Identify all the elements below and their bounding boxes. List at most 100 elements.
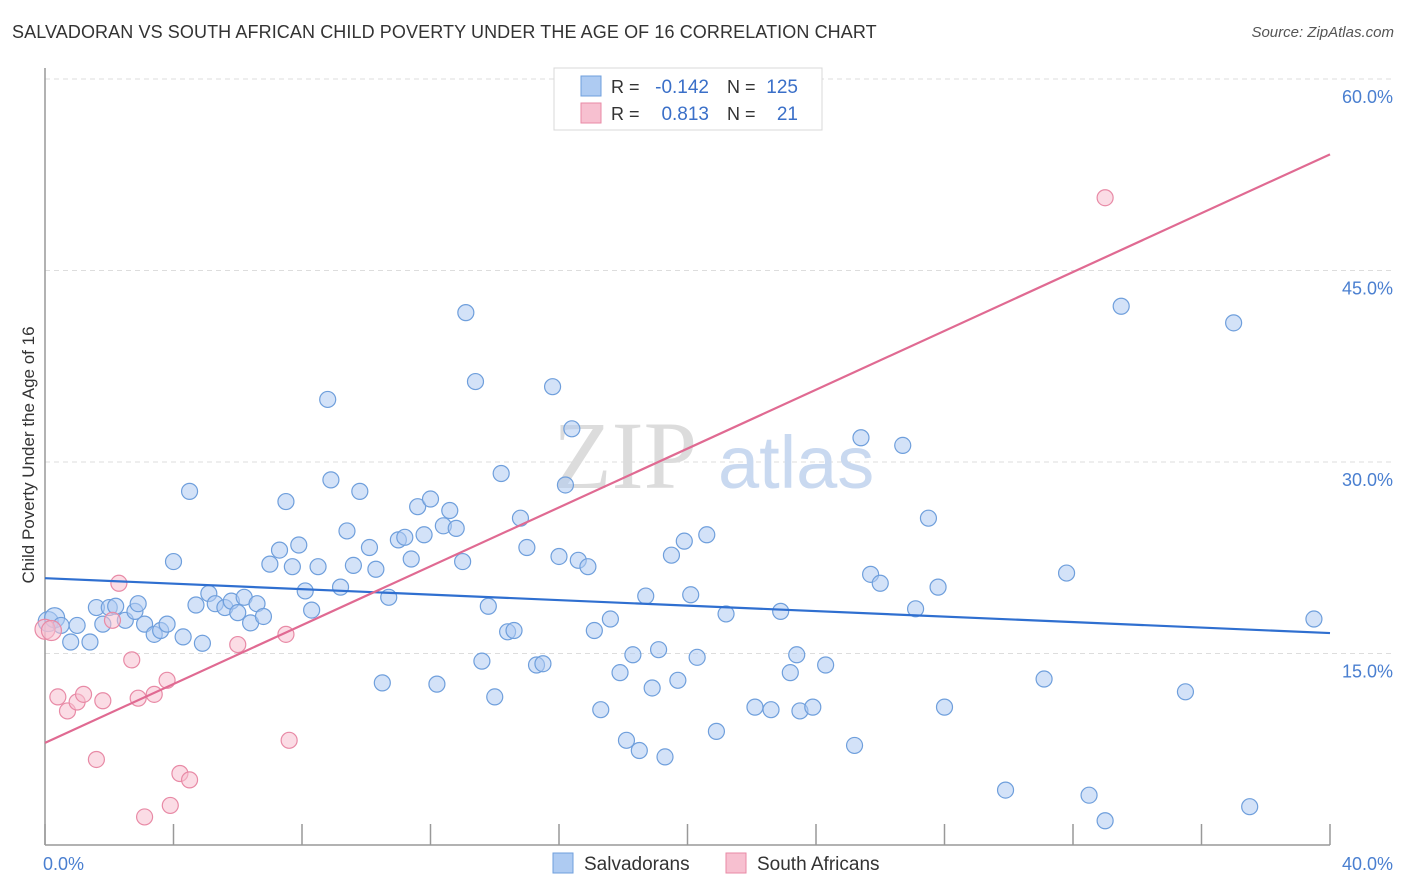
series-south-africans-points [34,189,1114,826]
salvadoran-point [746,698,764,716]
salvadoran-point [698,526,716,544]
salvadoran-point [682,586,700,604]
legend-label-south-africans: South Africans [757,854,880,875]
salvadoran-point [479,597,497,615]
south-african-point [74,685,93,703]
salvadoran-point [180,482,199,500]
salvadoran-point [187,596,205,614]
salvadoran-point [649,641,668,659]
salvadoran-point [68,616,86,635]
salvadoran-point [486,688,504,706]
salvadoran-point [373,674,391,692]
watermark-atlas: atlas [718,421,874,504]
trend-line-south-africans [44,153,1331,744]
watermark: ZIP atlas [553,402,874,509]
x-tick-label: 0.0% [43,854,84,874]
salvadoran-point [707,722,726,740]
salvadoran-point [402,550,420,568]
stats-n-value-south-africans: 21 [777,104,798,125]
stats-r-value-salvadorans: -0.142 [655,77,709,98]
salvadoran-point [781,664,799,682]
salvadoran-point [158,615,176,633]
stats-swatch-salvadorans [580,75,602,97]
salvadoran-point [762,701,780,719]
salvadoran-point [454,552,472,571]
salvadoran-point [688,648,706,666]
salvadoran-point [935,698,954,716]
salvadoran-point [62,633,80,651]
grid-lines [45,78,1395,654]
salvadoran-point [871,574,889,592]
salvadoran-point [303,601,321,619]
stats-n-label-salvadorans: N = [727,77,756,97]
salvadoran-point [1225,314,1243,332]
salvadoran-point [447,519,465,537]
salvadoran-point [409,498,427,516]
salvadoran-point [563,420,581,438]
salvadoran-point [1112,297,1130,315]
stats-n-value-salvadorans: 125 [766,77,798,98]
salvadoran-point [929,578,947,596]
salvadoran-point [1096,812,1114,830]
salvadoran-point [193,634,212,652]
salvadoran-point [331,578,350,596]
salvadoran-point [906,600,925,618]
salvadoran-point [817,656,835,674]
salvadoran-point [1241,798,1259,816]
south-african-point [180,771,199,789]
salvadoran-point [579,558,597,576]
salvadoran-point [466,372,485,391]
salvadoran-point [283,558,301,576]
series-salvadorans-points [37,297,1323,830]
y-tick-label: 45.0% [1342,279,1393,299]
salvadoran-point [254,607,273,626]
salvadoran-point [428,675,446,693]
south-african-point [1096,189,1114,207]
trend-line-salvadorans [44,577,1331,635]
trend-lines [44,153,1331,744]
tick-labels: 15.0% 30.0% 45.0% 60.0% 0.0% 40.0% [43,87,1393,874]
salvadoran-point [772,602,790,620]
salvadoran-point [804,698,822,716]
stats-r-label-south-africans: R = [611,104,640,124]
watermark-zip: ZIP [553,402,697,509]
salvadoran-point [367,560,385,578]
legend-swatch-salvadorans [552,852,574,874]
salvadoran-point [81,633,99,651]
salvadoran-point [505,621,523,640]
south-african-point [229,635,247,654]
salvadoran-point [637,587,655,605]
salvadoran-point [1057,564,1076,582]
salvadoran-point [550,547,568,566]
salvadoran-point [164,552,183,571]
south-african-point [103,611,122,629]
salvadoran-point [229,604,247,622]
salvadoran-point [309,558,327,576]
south-african-point [161,796,179,815]
salvadoran-point [492,464,510,483]
salvadoran-point [457,304,475,322]
salvadoran-point [611,664,629,682]
salvadoran-point [675,532,693,550]
salvadoran-point [624,646,642,664]
salvadoran-point [996,781,1015,799]
salvadoran-point [1035,670,1053,688]
legend: Salvadorans South Africans [552,852,880,875]
salvadoran-point [630,741,648,760]
source-credit: Source: ZipAtlas.com [1251,24,1394,41]
salvadoran-point [441,501,459,520]
y-axis-label: Child Poverty Under the Age of 16 [19,326,38,583]
legend-label-salvadorans: Salvadorans [584,854,690,875]
salvadoran-point [788,646,806,664]
salvadoran-point [296,582,314,600]
south-african-point [49,688,67,706]
salvadoran-point [717,605,735,623]
south-african-point [135,808,154,826]
salvadoran-point [129,595,147,613]
south-african-point [94,692,112,710]
salvadoran-point [396,528,414,546]
stats-r-label-salvadorans: R = [611,77,640,97]
salvadoran-point [319,390,337,409]
